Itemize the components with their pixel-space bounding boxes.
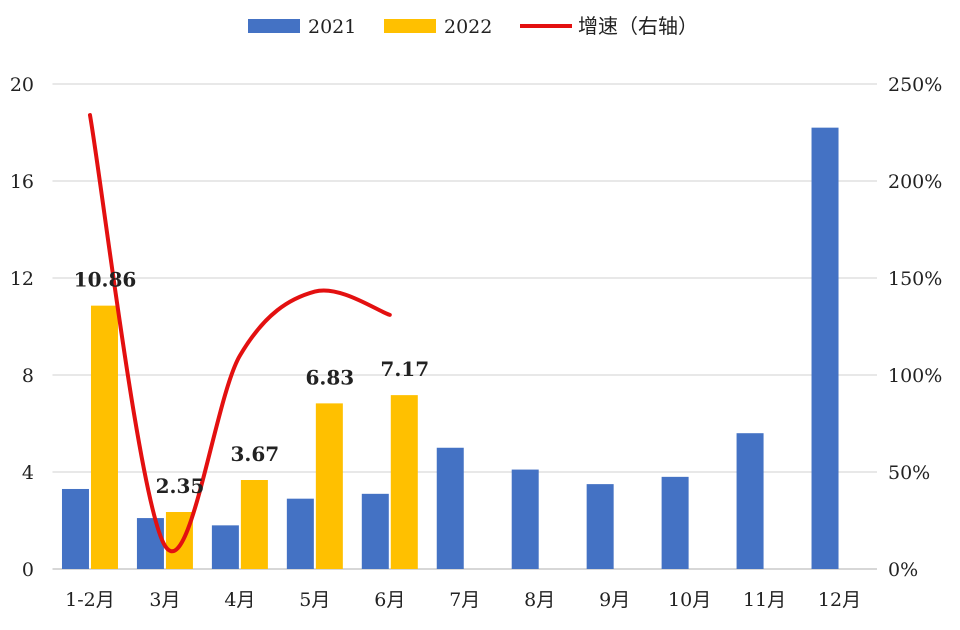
bar-2021 — [361, 493, 389, 569]
bar-2022 — [315, 403, 343, 569]
y2-tick-label: 150% — [888, 268, 942, 290]
data-label: 6.83 — [305, 365, 354, 389]
y2-tick-label: 0% — [888, 559, 918, 581]
bar-2021 — [61, 488, 89, 569]
x-tick-label: 11月 — [743, 589, 786, 611]
x-tick-label: 1-2月 — [65, 589, 115, 611]
y2-tick-label: 200% — [888, 171, 942, 193]
y2-tick-label: 250% — [888, 74, 942, 96]
bar-2021 — [211, 525, 239, 569]
legend-swatch-2021 — [248, 19, 300, 33]
bar-2021 — [511, 469, 539, 569]
bar-2022 — [390, 395, 418, 569]
bar-2021 — [661, 476, 689, 569]
legend-label-growth: 增速（右轴） — [578, 14, 698, 38]
x-tick-label: 6月 — [374, 589, 405, 611]
bar-2021 — [436, 447, 464, 569]
bar-2022 — [90, 305, 118, 569]
bar-2021 — [136, 518, 164, 569]
y-tick-label: 4 — [22, 462, 34, 484]
y-tick-label: 12 — [10, 268, 34, 290]
x-tick-label: 8月 — [524, 589, 555, 611]
data-label: 7.17 — [380, 357, 429, 381]
bar-2021 — [586, 484, 614, 569]
legend-label-2021: 2021 — [308, 16, 356, 38]
bar-2021 — [736, 433, 764, 569]
x-tick-label: 3月 — [149, 589, 180, 611]
x-tick-label: 7月 — [449, 589, 480, 611]
x-tick-label: 5月 — [299, 589, 330, 611]
bar-2022 — [165, 512, 193, 569]
data-label: 2.35 — [156, 474, 205, 498]
growth-line — [87, 113, 392, 554]
bar-2022 — [240, 480, 268, 569]
bar-2021 — [286, 498, 314, 569]
data-label: 3.67 — [231, 442, 280, 466]
y-tick-label: 0 — [22, 559, 34, 581]
x-tick-label: 9月 — [599, 589, 630, 611]
bar-2021 — [811, 127, 839, 570]
x-tick-label: 12月 — [818, 589, 861, 611]
x-tick-label: 10月 — [668, 589, 711, 611]
data-label: 10.86 — [74, 268, 137, 292]
legend-label-2022: 2022 — [444, 16, 492, 38]
x-tick-label: 4月 — [224, 589, 255, 611]
legend-swatch-2022 — [384, 19, 436, 33]
y-tick-label: 8 — [22, 365, 34, 387]
y2-tick-label: 100% — [888, 365, 942, 387]
y2-tick-label: 50% — [888, 462, 930, 484]
y-tick-label: 20 — [10, 74, 34, 96]
y-tick-label: 16 — [10, 171, 34, 193]
